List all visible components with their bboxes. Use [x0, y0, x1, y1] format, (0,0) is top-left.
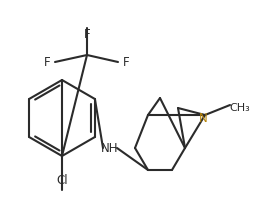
Text: N: N: [199, 112, 207, 125]
Text: F: F: [44, 56, 50, 69]
Text: CH₃: CH₃: [230, 103, 250, 113]
Text: Cl: Cl: [56, 174, 68, 187]
Text: F: F: [84, 28, 90, 41]
Text: F: F: [123, 56, 129, 69]
Text: NH: NH: [101, 141, 119, 155]
